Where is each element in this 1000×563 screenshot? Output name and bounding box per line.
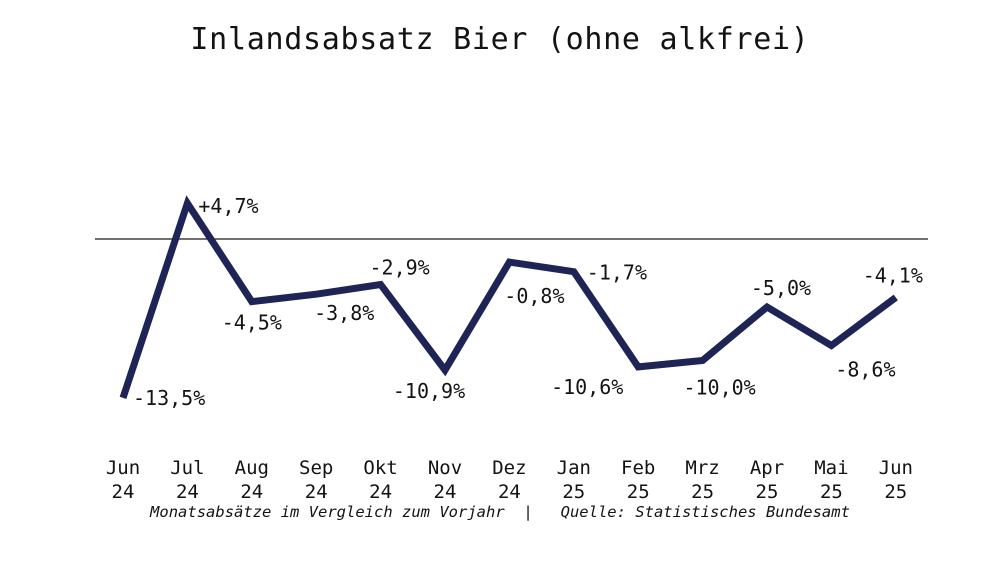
x-tick-year: 24 [112, 481, 135, 503]
value-label: +4,7% [198, 194, 258, 218]
x-tick-year: 24 [305, 481, 328, 503]
x-tick-month: Jan [557, 457, 591, 479]
value-label: -10,9% [393, 379, 465, 403]
x-tick-month: Aug [235, 457, 269, 479]
x-tick-year: 24 [176, 481, 199, 503]
x-tick-year: 25 [691, 481, 714, 503]
chart-title: Inlandsabsatz Bier (ohne alkfrei) [190, 22, 810, 57]
x-tick-year: 25 [756, 481, 779, 503]
series-line [119, 195, 898, 399]
x-tick-month: Feb [621, 457, 655, 479]
value-label: -5,0% [751, 276, 811, 300]
x-tick-year: 25 [884, 481, 907, 503]
x-tick-year: 25 [562, 481, 585, 503]
x-tick-year: 24 [369, 481, 392, 503]
value-label: -10,6% [551, 375, 623, 399]
chart-footer-caption: Monatsabsätze im Vergleich zum Vorjahr |… [150, 503, 850, 521]
x-tick-month: Jun [106, 457, 140, 479]
value-label: -2,9% [369, 256, 429, 280]
value-label: -4,5% [222, 311, 282, 335]
x-tick-month: Dez [492, 457, 526, 479]
x-tick-month: Jun [879, 457, 913, 479]
x-tick-month: Okt [363, 457, 397, 479]
x-tick-month: Jul [170, 457, 204, 479]
x-tick-month: Apr [750, 457, 784, 479]
value-label: -8,6% [835, 358, 895, 382]
x-tick-year: 24 [498, 481, 521, 503]
value-label: -3,8% [314, 301, 374, 325]
x-tick-year: 24 [240, 481, 263, 503]
x-tick-month: Mrz [685, 457, 719, 479]
x-tick-month: Sep [299, 457, 333, 479]
x-tick-year: 24 [434, 481, 457, 503]
x-tick-year: 25 [627, 481, 650, 503]
value-label: -1,7% [587, 261, 647, 285]
x-tick-month: Nov [428, 457, 462, 479]
value-label: -4,1% [863, 263, 923, 287]
value-label: -10,0% [683, 376, 755, 400]
value-label: -0,8% [504, 284, 564, 308]
value-label: -13,5% [133, 386, 205, 410]
x-tick-month: Mai [814, 457, 848, 479]
x-tick-year: 25 [820, 481, 843, 503]
